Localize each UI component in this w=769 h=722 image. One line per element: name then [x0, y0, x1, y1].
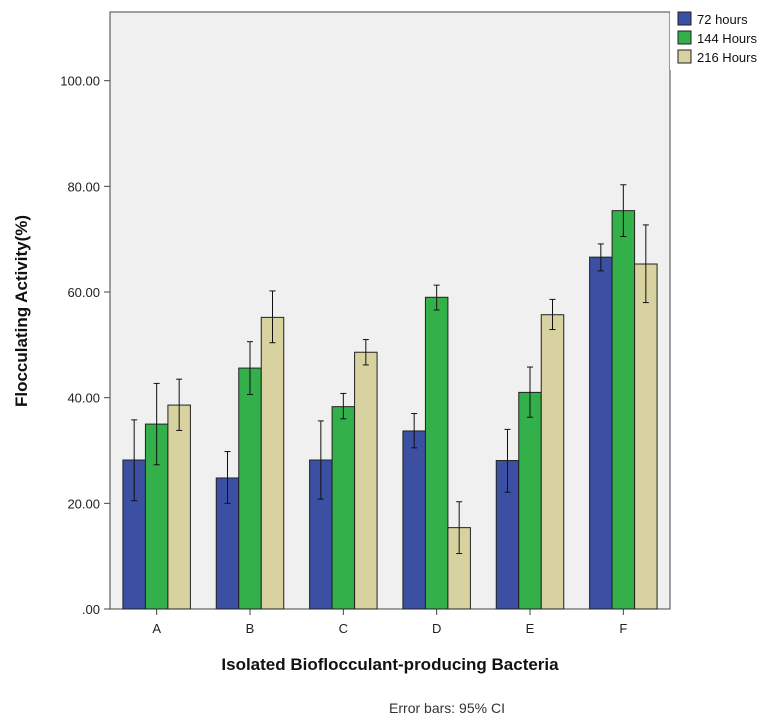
bar — [424, 296, 449, 610]
bar — [589, 256, 613, 610]
x-tick-label: B — [246, 621, 255, 636]
y-axis-title: Flocculating Activity(%) — [12, 215, 31, 407]
bar — [634, 263, 658, 610]
x-axis: A B C D E F — [152, 609, 627, 636]
x-tick-label: D — [432, 621, 441, 636]
y-tick-label: .00 — [82, 602, 100, 617]
error-bar-footnote: Error bars: 95% CI — [389, 700, 505, 716]
x-tick-label: A — [152, 621, 161, 636]
x-tick-label: E — [526, 621, 535, 636]
y-axis: .00 20.00 40.00 60.00 80.00 100.00 — [60, 74, 110, 617]
bar — [260, 316, 285, 610]
bar — [518, 391, 542, 610]
bar — [167, 404, 191, 610]
legend-swatch — [677, 49, 692, 64]
bar — [402, 430, 426, 610]
x-tick-label: C — [339, 621, 348, 636]
x-tick-label: F — [619, 621, 627, 636]
plot-area — [109, 11, 671, 610]
legend-label: 72 hours — [697, 12, 748, 27]
y-tick-label: 60.00 — [67, 285, 100, 300]
error-bars-group — [131, 184, 649, 555]
y-tick-label: 100.00 — [60, 74, 100, 89]
legend-label: 144 Hours — [697, 31, 757, 46]
bar — [611, 210, 636, 610]
bar — [331, 406, 356, 610]
legend-swatch — [677, 11, 692, 26]
legend-label: 216 Hours — [697, 50, 757, 65]
bar — [238, 367, 262, 610]
legend: 72 hours 144 Hours 216 Hours — [670, 8, 769, 70]
y-tick-label: 40.00 — [67, 391, 100, 406]
bars-group — [122, 210, 658, 610]
y-tick-label: 20.00 — [67, 496, 100, 511]
y-tick-label: 80.00 — [67, 179, 100, 194]
bar — [540, 314, 565, 610]
x-axis-title: Isolated Bioflocculant-producing Bacteri… — [221, 655, 559, 674]
legend-swatch — [677, 30, 692, 45]
bar — [354, 351, 378, 610]
